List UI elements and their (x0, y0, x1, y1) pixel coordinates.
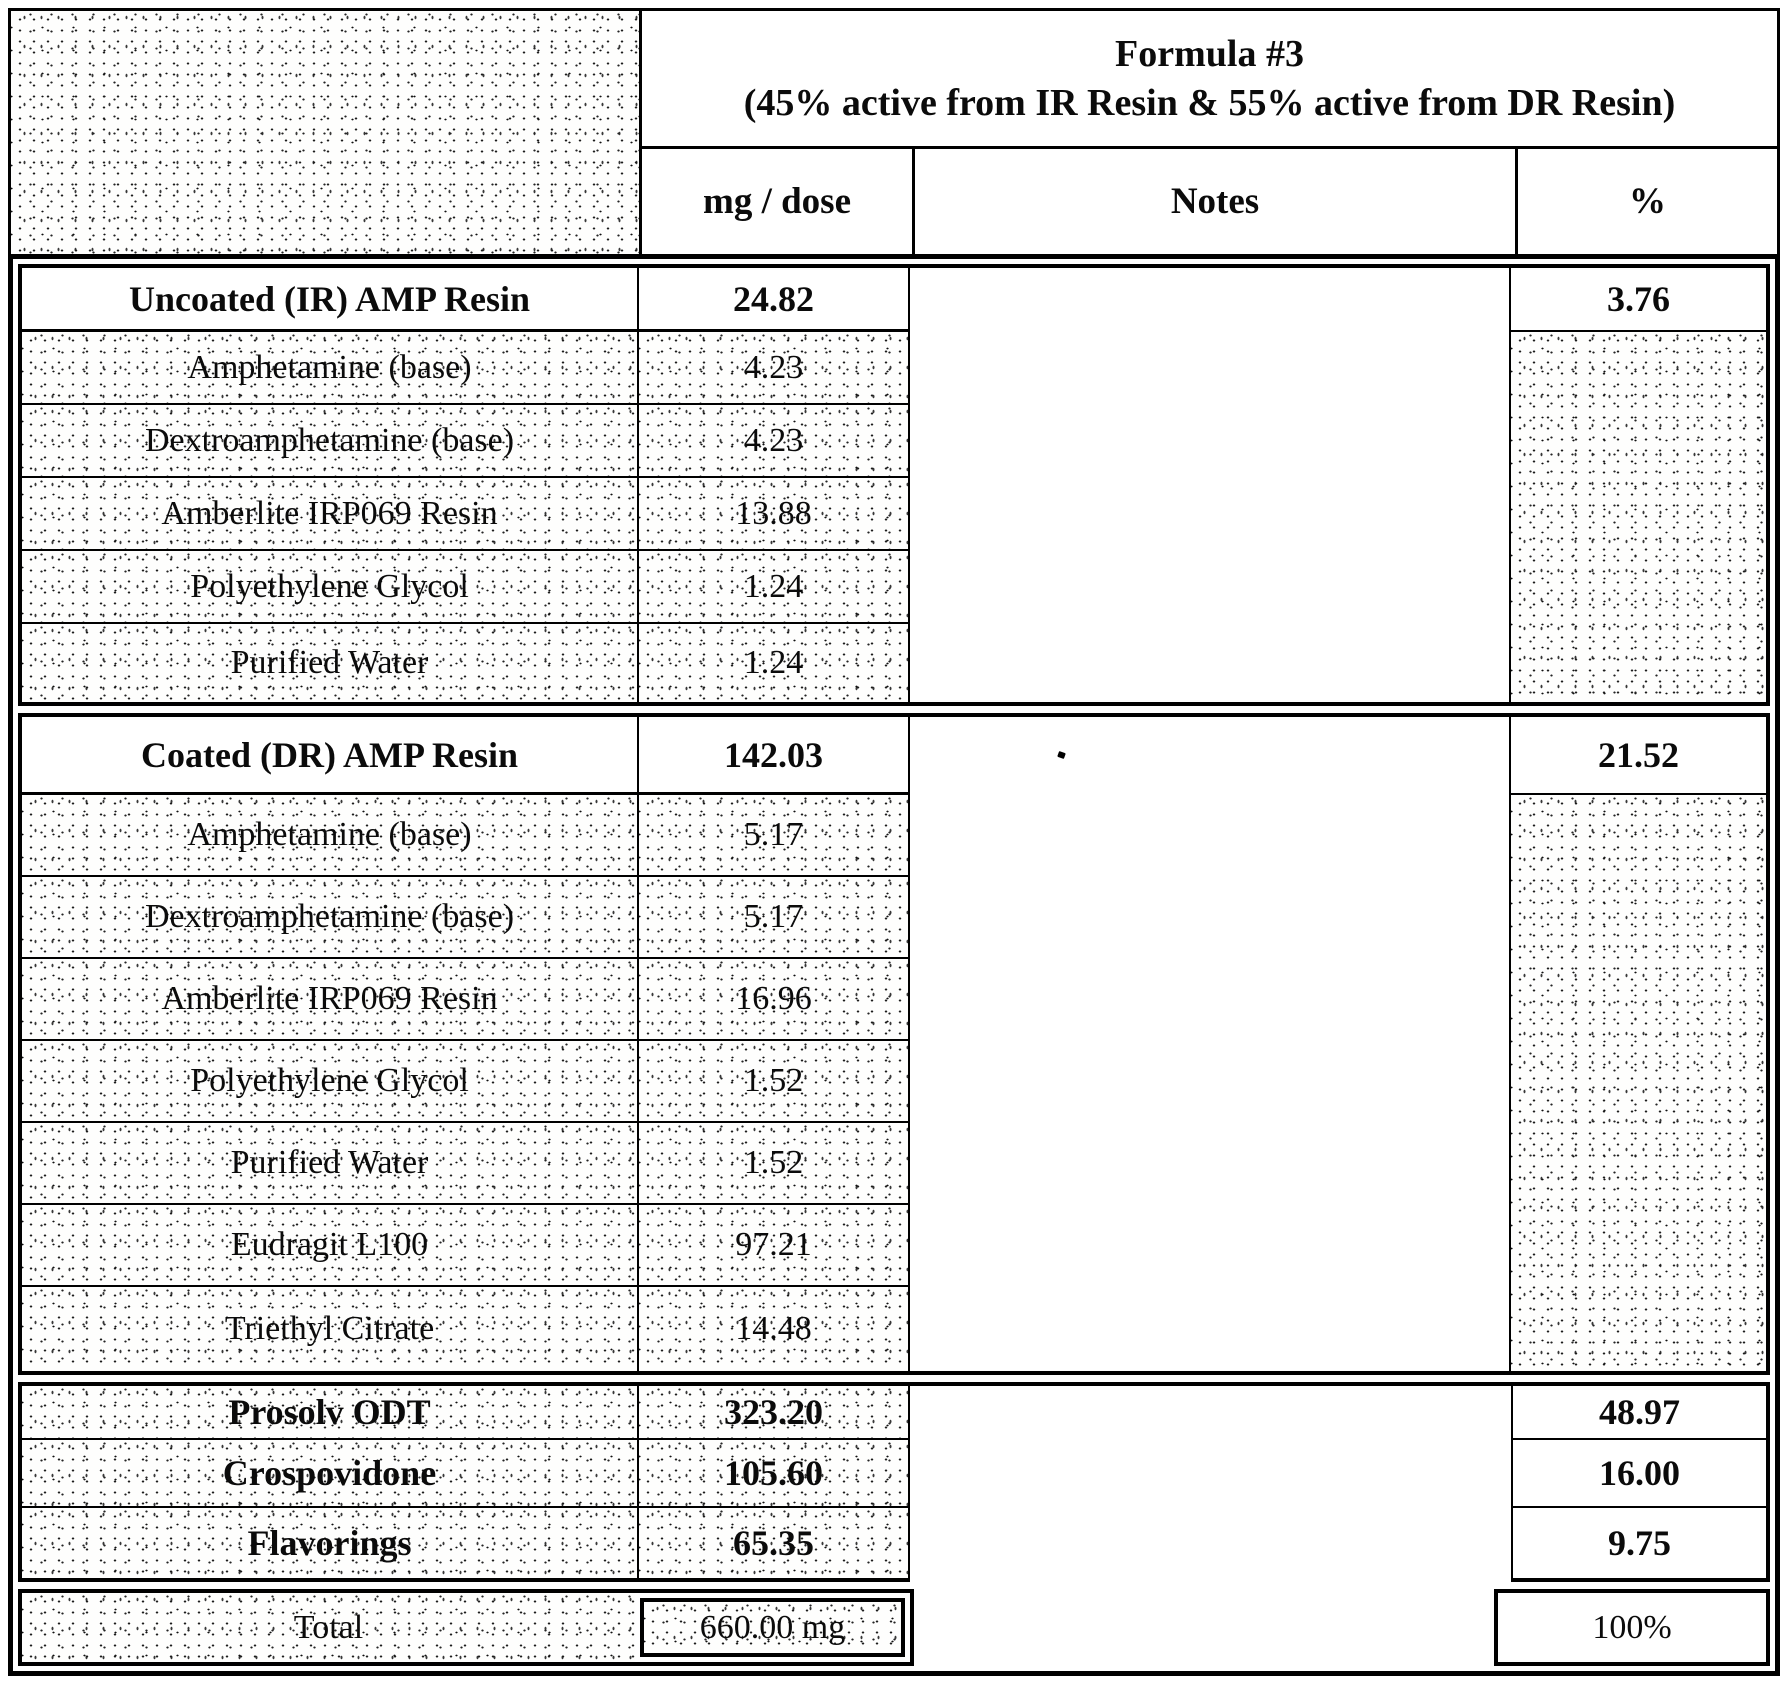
percent-value: 16.00 (1511, 1440, 1770, 1508)
section-uncoated-ir-amp-resin: Uncoated (IR) AMP Resin 24.82 3.76 Amphe… (18, 264, 1770, 706)
ingredient-label: Coated (DR) AMP Resin (22, 717, 639, 795)
ingredient-label: Flavorings (18, 1508, 639, 1582)
mg-value: 1.52 (639, 1123, 910, 1205)
total-label: Total (22, 1593, 635, 1662)
mg-value: 142.03 (639, 717, 910, 795)
ingredient-label: Dextroamphetamine (base) (22, 877, 639, 959)
mg-value: 1.24 (639, 551, 910, 624)
mg-value: 16.96 (639, 959, 910, 1041)
ingredient-label: Amphetamine (base) (22, 795, 639, 877)
ingredient-label: Polyethylene Glycol (22, 1041, 639, 1123)
header-corner-cell (11, 11, 642, 254)
percent-value: 48.97 (1511, 1382, 1770, 1440)
ingredient-label: Amberlite IRP069 Resin (22, 478, 639, 551)
mg-value: 5.17 (639, 795, 910, 877)
section-odt-and-total: Prosolv ODT 323.20 48.97 Crospovidone 10… (18, 1382, 1770, 1666)
total-notes-gap (914, 1589, 1494, 1666)
column-header-mg-dose: mg / dose (642, 149, 915, 254)
table-body: Uncoated (IR) AMP Resin 24.82 3.76 Amphe… (8, 254, 1780, 1676)
notes-cell (910, 268, 1511, 702)
notes-cell (910, 1382, 1511, 1666)
percent-merged-cell (1511, 332, 1766, 702)
percent-value: 9.75 (1511, 1508, 1770, 1582)
mg-value: 5.17 (639, 877, 910, 959)
percent-value: 21.52 (1511, 717, 1766, 795)
mg-value: 105.60 (639, 1440, 910, 1508)
mg-value: 323.20 (639, 1382, 910, 1440)
mg-value: 1.24 (639, 624, 910, 702)
total-row: Total 660.00 mg 100% (18, 1582, 1770, 1666)
ingredient-label: Eudragit L100 (22, 1205, 639, 1287)
ingredient-label: Prosolv ODT (18, 1382, 639, 1440)
total-label-mg-box: Total 660.00 mg (18, 1589, 914, 1666)
notes-cell (910, 717, 1511, 1371)
ingredient-label: Crospovidone (18, 1440, 639, 1508)
percent-merged-cell (1511, 795, 1766, 1371)
section-coated-dr-amp-resin: Coated (DR) AMP Resin 142.03 21.52 Amphe… (18, 713, 1770, 1375)
formula-subtitle: (45% active from IR Resin & 55% active f… (743, 81, 1676, 124)
mg-value: 24.82 (639, 268, 910, 332)
mg-value: 97.21 (639, 1205, 910, 1287)
formula-title-cell: Formula #3 (45% active from IR Resin & 5… (642, 11, 1777, 149)
ingredient-label: Purified Water (22, 1123, 639, 1205)
mg-value: 1.52 (639, 1041, 910, 1123)
formula-title: Formula #3 (1115, 32, 1304, 75)
mg-value: 4.23 (639, 332, 910, 405)
ingredient-label: Triethyl Citrate (22, 1287, 639, 1371)
mg-value: 13.88 (639, 478, 910, 551)
column-header-percent: % (1629, 181, 1666, 222)
ingredient-label: Dextroamphetamine (base) (22, 405, 639, 478)
table-header-block: Formula #3 (45% active from IR Resin & 5… (8, 8, 1780, 254)
total-mg-value: 660.00 mg (640, 1598, 905, 1657)
ingredient-label: Amphetamine (base) (22, 332, 639, 405)
total-percent-value: 100% (1494, 1589, 1770, 1666)
ingredient-label: Polyethylene Glycol (22, 551, 639, 624)
mg-value: 65.35 (639, 1508, 910, 1582)
column-header-notes: Notes (915, 149, 1518, 254)
mg-value: 4.23 (639, 405, 910, 478)
ingredient-label: Amberlite IRP069 Resin (22, 959, 639, 1041)
percent-value: 3.76 (1511, 268, 1766, 332)
ingredient-label: Uncoated (IR) AMP Resin (22, 268, 639, 332)
mg-value: 14.48 (639, 1287, 910, 1371)
ingredient-label: Purified Water (22, 624, 639, 702)
